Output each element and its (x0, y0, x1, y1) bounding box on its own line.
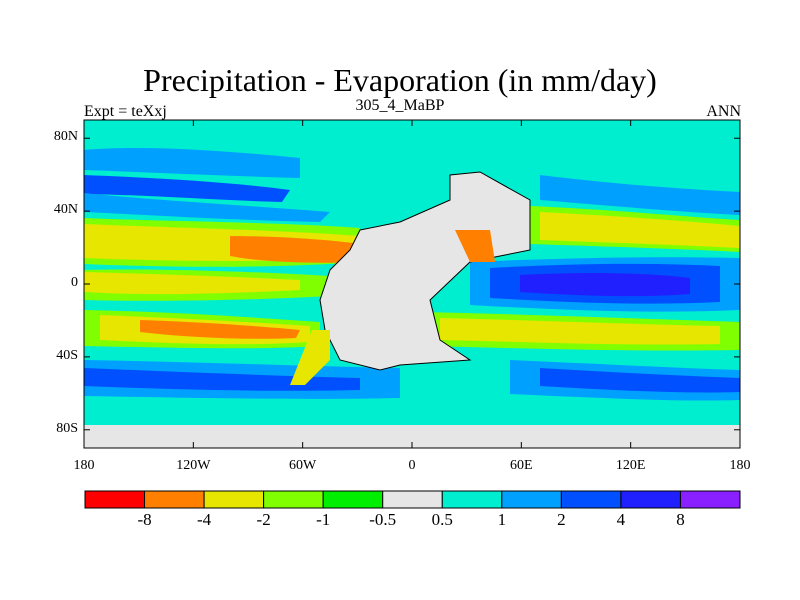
season-label: ANN (706, 103, 741, 120)
supercontinent-outline (319, 171, 531, 371)
experiment-label: Expt = teXxj (84, 103, 167, 120)
colorbar-label: 4 (616, 510, 626, 529)
colorbar-segment (382, 490, 443, 509)
colorbar-segment (322, 490, 384, 509)
x-tick-label: 180 (729, 458, 751, 473)
colorbar-label: -2 (256, 510, 271, 529)
y-tick-label: 80N (53, 129, 78, 145)
colorbar-segment (84, 490, 146, 509)
colorbar-label: 8 (676, 510, 685, 529)
plot-title: Precipitation - Evaporation (in mm/day) (143, 62, 657, 98)
colorbar-label: -1 (316, 510, 331, 529)
y-tick-label: 0 (71, 275, 78, 290)
colorbar-segment (263, 490, 324, 509)
experiment-subtitle: 305_4_MaBP (355, 97, 445, 114)
colorbar-label: -4 (196, 510, 212, 529)
x-tick-label: 60W (289, 458, 317, 473)
colorbar-label: 1 (497, 510, 507, 529)
y-tick-label: 80S (56, 420, 78, 436)
colorbar-segment (501, 490, 562, 509)
colorbar-label: 0.5 (431, 510, 453, 529)
colorbar-segment (203, 490, 265, 509)
colorbar-label: -8 (137, 510, 152, 529)
y-tick-label: 40S (56, 347, 78, 363)
x-tick-label: 180 (73, 458, 95, 473)
colorbar-segment (620, 490, 681, 509)
colorbar-label: -0.5 (369, 510, 397, 529)
colorbar-segment (144, 490, 205, 509)
colorbar-segment (560, 490, 622, 509)
colorbar (84, 490, 741, 509)
x-tick-label: 60E (510, 458, 533, 473)
colorbar-segment (679, 490, 741, 509)
axis-ticks (83, 120, 741, 448)
x-tick-label: 0 (408, 458, 416, 473)
y-tick-label: 40N (53, 202, 78, 218)
precip-evap-field (84, 120, 740, 448)
colorbar-segment (441, 490, 503, 509)
x-tick-label: 120E (615, 458, 646, 473)
colorbar-label: 2 (557, 510, 566, 529)
x-tick-label: 120W (176, 458, 211, 473)
